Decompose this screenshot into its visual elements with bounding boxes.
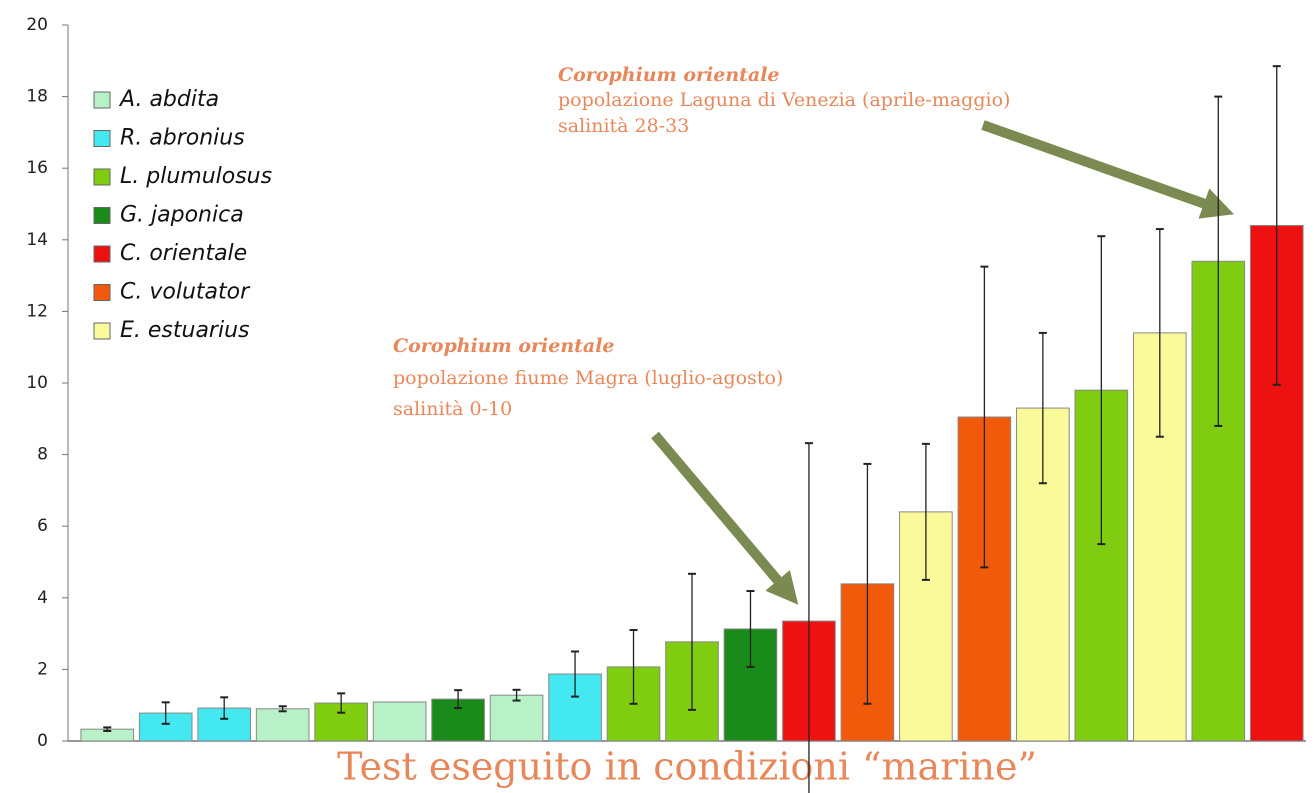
error-bar [1214,95,1223,427]
arrow [981,120,1235,219]
legend-label: C. orientale [120,241,247,266]
annotation-line: popolazione fiume Magra (luglio-agosto) [393,367,783,389]
y-tick-label: 14 [26,230,48,250]
annotation-line: popolazione Laguna di Venezia (aprile-ma… [558,89,1010,111]
error-bar [921,442,930,581]
legend-swatch [93,245,111,263]
y-tick-label: 8 [37,445,48,465]
error-bar [1038,331,1047,485]
legend-swatch [93,322,111,340]
y-tick-label: 0 [37,731,48,751]
y-tick-label: 4 [37,588,48,608]
y-tick-label: 18 [26,87,48,107]
error-bar [980,265,989,569]
y-tick-label: 16 [26,158,48,178]
legend-swatch [93,168,111,186]
y-tick-label: 20 [26,15,48,35]
legend-label: E. estuarius [120,318,250,343]
error-bar [161,701,170,725]
error-bar [278,705,287,713]
error-bar [1097,235,1106,546]
legend-label: L. plumulosus [120,164,272,189]
bar [372,701,427,742]
error-bar [337,692,346,714]
caption: Test eseguito in condizioni “marine” [337,745,1037,789]
annotation-line: salinità 0-10 [393,398,512,420]
legend-label: A. abdita [118,87,219,112]
error-bar [863,462,872,705]
error-bar [454,689,463,710]
error-bar [103,726,112,732]
error-bar [220,696,229,720]
annotation-title: Corophium orientale [558,64,780,86]
error-bar [688,572,696,711]
y-tick-label: 6 [37,516,48,536]
y-tick-label: 12 [26,301,48,321]
legend-label: R. abronius [120,126,245,151]
error-bar [1272,65,1281,386]
annotation-line: salinità 28-33 [558,115,689,137]
legend-label: G. japonica [120,203,244,228]
legend-swatch [93,91,111,109]
arrow [651,431,799,605]
legend-swatch [93,130,111,147]
error-bar [804,442,813,793]
error-bar [746,589,755,668]
bar [489,694,544,742]
annotation-title: Corophium orientale [393,335,615,357]
y-tick-label: 10 [26,373,48,393]
legend-swatch [93,207,111,224]
error-bar [571,650,580,698]
legend-swatch [93,284,111,301]
bar [255,708,310,742]
error-bar [629,629,638,705]
error-bar [512,688,521,702]
error-bar [1155,228,1164,438]
y-tick-label: 2 [37,659,48,679]
legend-label: C. volutator [120,280,251,305]
